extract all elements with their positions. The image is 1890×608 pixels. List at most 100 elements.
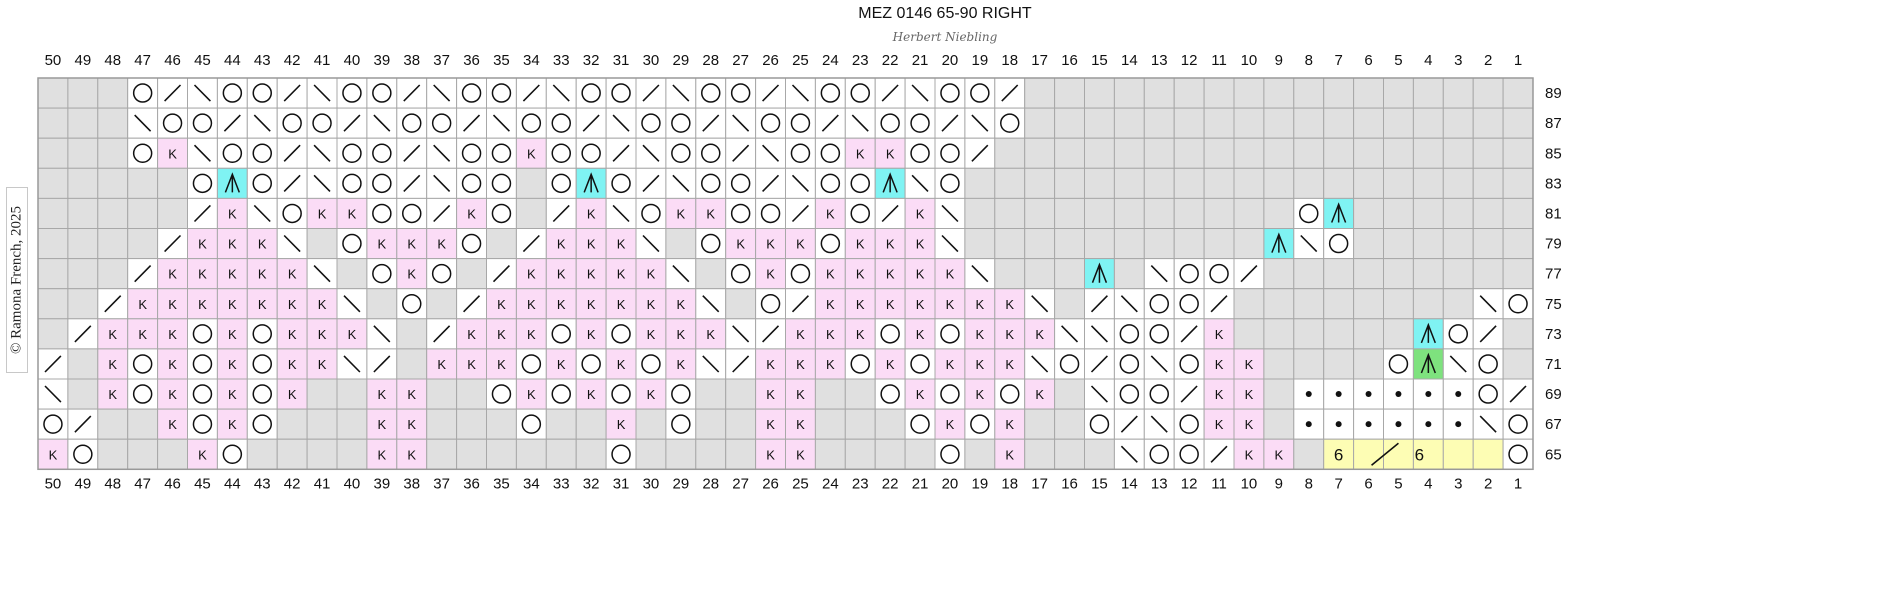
yarn-over-icon: [850, 203, 870, 224]
chart-cell: [994, 258, 1026, 290]
chart-cell: [246, 77, 278, 109]
chart-cell: [1323, 348, 1355, 380]
column-number-top: 11: [1211, 52, 1227, 69]
chart-cell: [1024, 167, 1056, 199]
column-number-bottom: 23: [852, 475, 869, 492]
chart-cell: [814, 77, 846, 109]
chart-cell: [785, 107, 816, 139]
chart-cell: [904, 438, 936, 470]
k2tog-icon: [791, 204, 809, 223]
chart-cell: [1293, 438, 1325, 470]
chart-cell: [755, 228, 786, 260]
chart-cell: [396, 288, 428, 320]
chart-cell: [127, 137, 159, 169]
ssk-icon: [552, 84, 570, 102]
knit-ws-icon: K: [288, 327, 297, 342]
chart-cell: [1353, 438, 1384, 470]
triple-decrease-icon: [1271, 232, 1287, 253]
knit-ws-icon: K: [856, 146, 865, 161]
ssk-icon: [672, 174, 690, 192]
yarn-over-icon: [461, 233, 482, 254]
chart-cell: [157, 167, 189, 199]
chart-cell: [246, 408, 278, 440]
k2tog-icon: [941, 114, 959, 132]
chart-cell: [994, 107, 1026, 139]
yarn-over-icon: [611, 173, 631, 194]
yarn-over-icon: [1179, 263, 1199, 284]
knit-ws-icon: K: [467, 206, 476, 221]
k2tog-icon: [283, 144, 301, 162]
chart-cell: [1442, 438, 1474, 470]
chart-cell: [665, 348, 697, 380]
knit-ws-icon: K: [348, 327, 357, 342]
column-number-bottom: 2: [1484, 475, 1492, 492]
cable-label-right: 6: [1415, 445, 1424, 464]
knit-ws-icon: K: [706, 327, 715, 342]
knit-ws-icon: K: [916, 267, 925, 282]
knit-ws-icon: K: [617, 267, 626, 282]
chart-cell: [1323, 228, 1355, 260]
column-number-bottom: 6: [1364, 475, 1372, 492]
chart-cell: [904, 197, 936, 229]
chart-cell: [1054, 137, 1085, 169]
ssk-icon: [373, 325, 391, 343]
chart-cell: [1024, 77, 1056, 109]
chart-cell: [1233, 408, 1265, 440]
chart-cell: [1323, 318, 1355, 350]
chart-cell: [695, 228, 727, 260]
k2tog-icon: [74, 415, 92, 433]
chart-cell: [814, 288, 846, 320]
chart-cell: [246, 318, 278, 350]
chart-cell: [306, 378, 338, 410]
column-number-bottom: 20: [942, 475, 959, 492]
chart-cell: [246, 378, 278, 410]
chart-cell: [1472, 167, 1504, 199]
chart-cell: [127, 167, 159, 199]
chart-cell: [844, 77, 876, 109]
chart-cell: [1323, 288, 1355, 320]
chart-cell: [1442, 318, 1474, 350]
k2tog-icon: [164, 84, 182, 102]
chart-cell: [904, 258, 936, 290]
ssk-icon: [672, 265, 690, 283]
chart-cell: [456, 408, 488, 440]
k2tog-icon: [343, 114, 361, 132]
yarn-over-icon: [581, 354, 601, 374]
column-number-top: 16: [1061, 52, 1078, 69]
chart-cell: [246, 228, 278, 260]
yarn-over-icon: [850, 83, 870, 103]
column-number-top: 28: [702, 52, 719, 69]
column-number-bottom: 32: [583, 475, 600, 492]
chart-cell: [874, 288, 906, 320]
chart-cell: [486, 77, 517, 109]
chart-cell: [665, 228, 697, 260]
k2tog-icon: [612, 144, 630, 162]
chart-cell: [426, 378, 458, 410]
chart-cell: [1263, 318, 1295, 350]
row-number: 79: [1545, 236, 1562, 253]
knit-ws-icon: K: [677, 206, 686, 221]
yarn-over-icon: [461, 143, 482, 163]
chart-cell: [1472, 77, 1504, 109]
knit-ws-icon: K: [527, 267, 536, 282]
chart-cell: [336, 167, 368, 199]
yarn-over-icon: [730, 173, 751, 194]
chart-cell: [964, 348, 996, 380]
ssk-icon: [702, 355, 720, 373]
yarn-over-icon: [342, 143, 362, 163]
yarn-over-icon: [611, 384, 631, 404]
knit-ws-icon: K: [677, 357, 686, 372]
ssk-icon: [911, 174, 929, 192]
yarn-over-icon: [491, 83, 512, 103]
chart-cell: [97, 408, 129, 440]
knit-ws-icon: K: [587, 206, 596, 221]
chart-cell: [575, 77, 607, 109]
column-number-bottom: 15: [1091, 475, 1108, 492]
chart-cell: [456, 348, 488, 380]
knit-ws-icon: K: [497, 327, 506, 342]
chart-cell: [934, 258, 966, 290]
chart-cell: [934, 77, 966, 109]
yarn-over-icon: [1478, 354, 1498, 374]
chart-cell: [426, 438, 458, 470]
chart-cell: [1113, 197, 1145, 229]
